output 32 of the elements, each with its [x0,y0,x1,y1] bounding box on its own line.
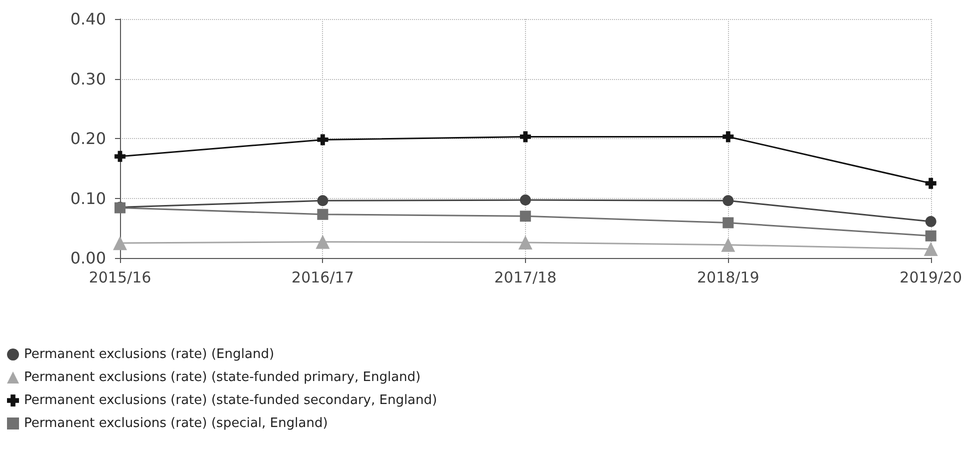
y-tick-label: 0.30 [70,69,106,88]
point [924,242,938,256]
x-tick-label: 2016/17 [292,268,354,286]
x-tick-label: 2019/20 [900,268,962,286]
point [316,234,330,249]
point [317,195,328,206]
point [925,230,936,242]
point [925,178,936,189]
x-tick-label: 2017/18 [494,268,557,286]
legend-label: Permanent exclusions (rate) (England) [24,347,274,362]
point [925,216,936,228]
y-tick-label: 0.20 [70,129,106,148]
point [520,194,531,206]
legend-label: Permanent exclusions (rate) (special, England) [24,416,328,431]
point [722,195,734,206]
point [114,150,126,162]
point [722,217,734,228]
x-tick-label: 2018/19 [696,268,760,286]
point [113,236,127,250]
y-tick-label: 0.40 [70,10,106,28]
point [317,208,328,220]
legend-label: Permanent exclusions (rate) (state-funded secondary, England) [24,393,438,408]
point [317,134,328,146]
point [520,210,531,222]
x-tick-label: 2015/16 [88,268,152,286]
legend-label: Permanent exclusions (rate) (state-funded primary, England) [24,370,421,385]
point [520,131,531,142]
y-tick-label: 0.00 [70,248,106,268]
point [518,235,532,250]
point [722,131,734,142]
point [721,238,736,252]
y-tick-label: 0.10 [70,188,106,208]
